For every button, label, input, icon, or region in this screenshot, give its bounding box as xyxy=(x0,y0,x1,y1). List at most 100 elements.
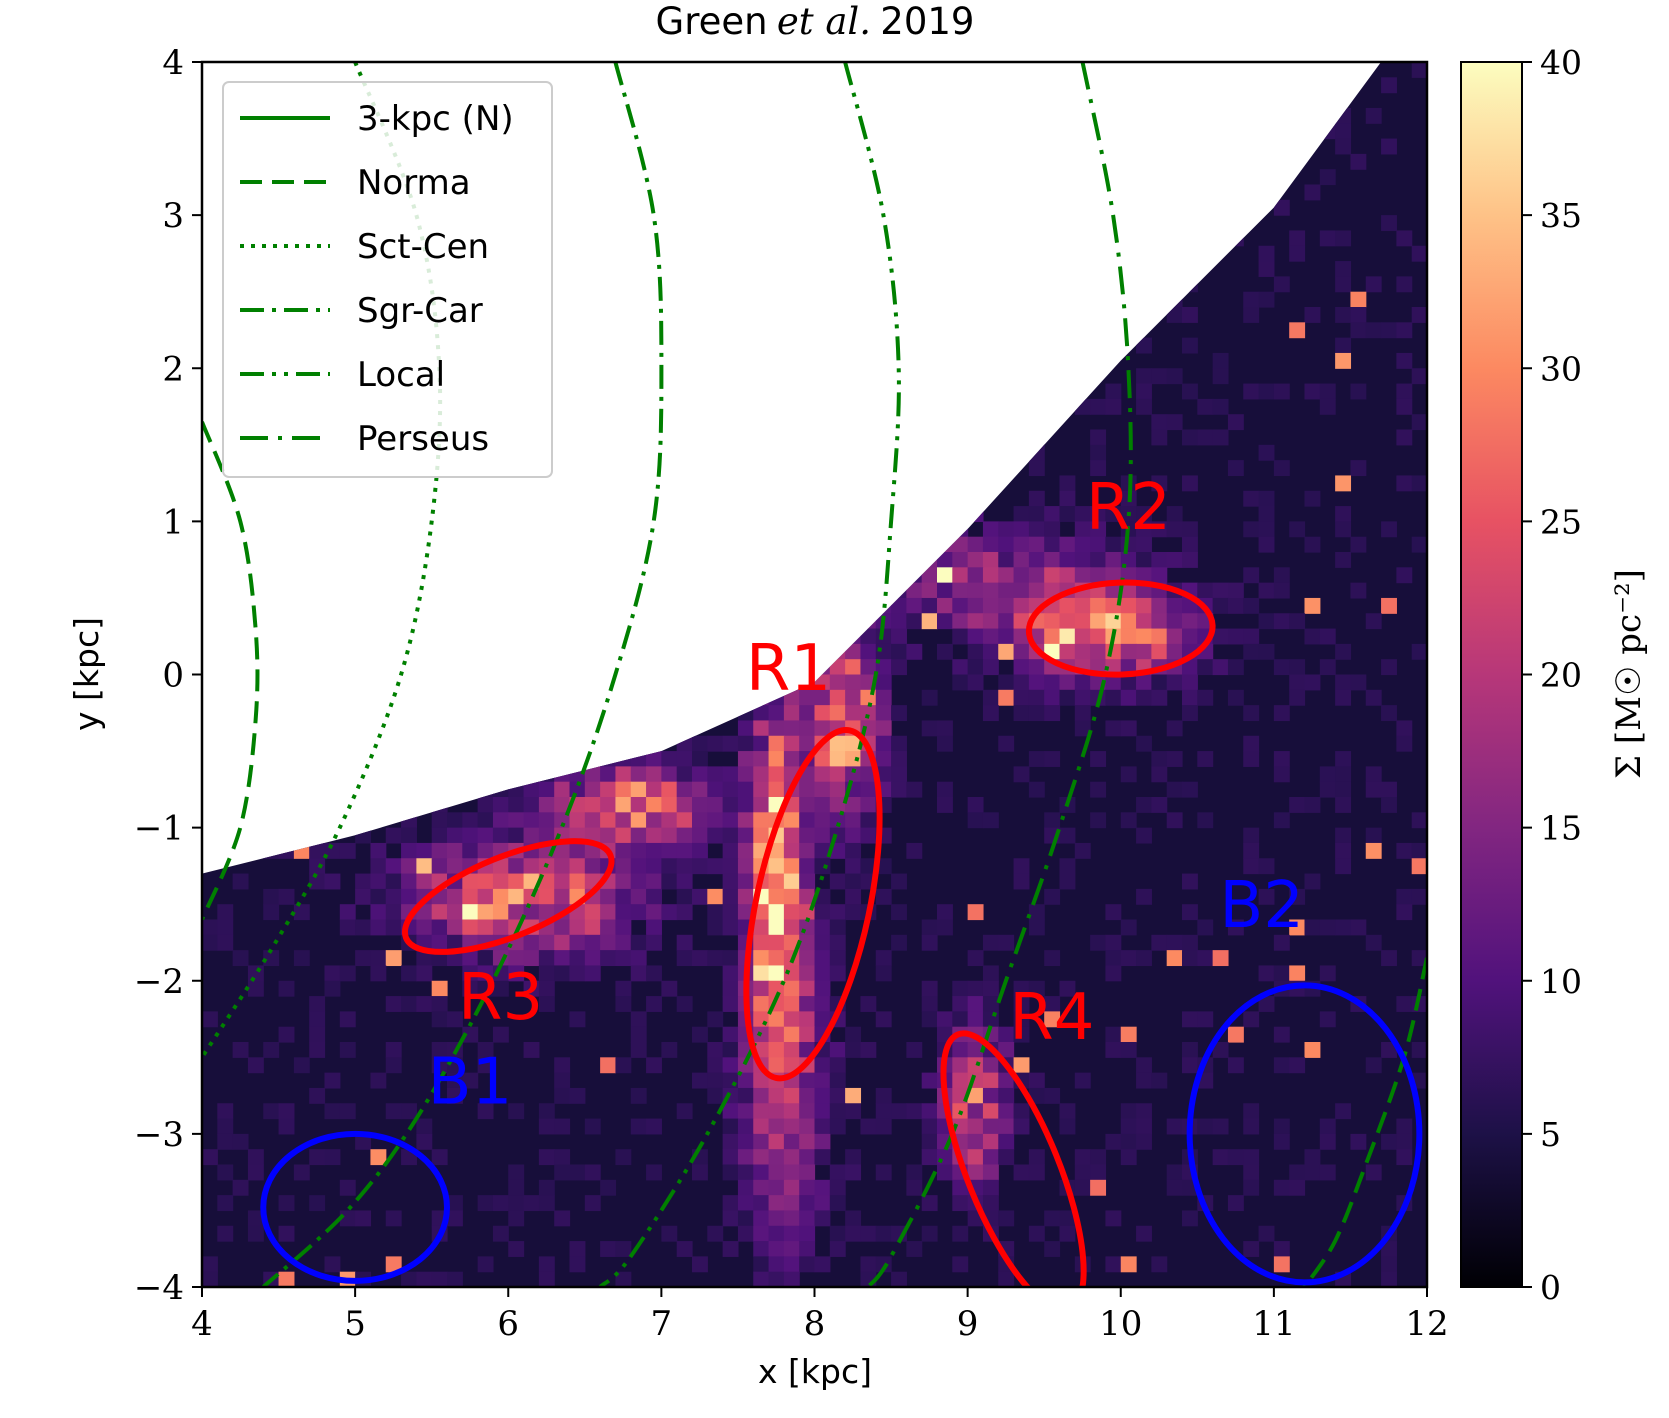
heatmap-cell xyxy=(309,842,326,859)
heatmap-cell xyxy=(1197,751,1214,767)
heatmap-cell xyxy=(523,934,540,951)
heatmap-cell xyxy=(1136,628,1152,645)
heatmap-cell xyxy=(339,919,356,936)
heatmap-cell xyxy=(1166,781,1183,798)
heatmap-cell xyxy=(1013,659,1030,676)
heatmap-cell xyxy=(676,797,693,813)
heatmap-cell xyxy=(538,934,555,951)
heatmap-cell xyxy=(309,1011,326,1028)
heatmap-cell xyxy=(952,1225,969,1242)
heatmap-cell xyxy=(737,1133,754,1150)
heatmap-cell xyxy=(232,873,249,890)
heatmap-cell xyxy=(829,751,846,767)
heatmap-cell xyxy=(1350,291,1367,308)
heatmap-cell xyxy=(799,781,816,798)
heatmap-cell xyxy=(891,613,907,630)
heatmap-cell xyxy=(952,628,969,645)
heatmap-cell xyxy=(1396,1149,1413,1166)
heatmap-cell xyxy=(1182,521,1198,538)
heatmap-cell xyxy=(753,1225,770,1242)
heatmap-cell xyxy=(339,1179,356,1196)
heatmap-cell xyxy=(1273,1057,1290,1074)
heatmap-cell xyxy=(1381,597,1397,614)
heatmap-cell xyxy=(1289,230,1306,247)
heatmap-cell xyxy=(845,751,862,767)
heatmap-cell xyxy=(309,1195,326,1212)
heatmap-cell xyxy=(982,1118,999,1135)
heatmap-cell xyxy=(1074,1149,1091,1166)
heatmap-cell xyxy=(523,827,540,844)
heatmap-cell xyxy=(1044,1210,1061,1227)
heatmap-cell xyxy=(814,1195,831,1212)
heatmap-cell xyxy=(1105,383,1122,400)
region-r3-ellipse xyxy=(401,838,615,955)
heatmap-cell xyxy=(1243,490,1260,507)
heatmap-cell xyxy=(1182,873,1198,890)
heatmap-cell xyxy=(1411,842,1427,859)
heatmap-cell xyxy=(722,1118,739,1135)
heatmap-cell xyxy=(692,735,708,752)
x-tick-label: 9 xyxy=(957,1304,979,1344)
heatmap-cell xyxy=(600,1057,617,1074)
heatmap-cell xyxy=(722,904,739,921)
heatmap-cell xyxy=(891,1271,907,1287)
heatmap-cell xyxy=(1151,674,1168,691)
heatmap-cell xyxy=(1212,1042,1229,1058)
legend-label: 3-kpc (N) xyxy=(357,99,514,139)
heatmap-cell xyxy=(1166,307,1183,323)
heatmap-cell xyxy=(1335,766,1352,783)
heatmap-cell xyxy=(1013,1118,1030,1135)
colorbar-gradient xyxy=(1460,61,1523,1288)
heatmap-cell xyxy=(1182,536,1198,553)
heatmap-cell xyxy=(1182,705,1198,722)
heatmap-cell xyxy=(692,797,708,813)
heatmap-cell xyxy=(707,766,724,783)
heatmap-cell xyxy=(814,1210,831,1227)
heatmap-cell xyxy=(1319,659,1336,676)
heatmap-cell xyxy=(692,781,708,798)
heatmap-cell xyxy=(584,1118,601,1135)
heatmap-cell xyxy=(952,536,969,553)
colorbar-tick-label: 30 xyxy=(1540,349,1582,388)
heatmap-cell xyxy=(1013,689,1030,706)
heatmap-cell xyxy=(1243,1149,1260,1166)
heatmap-cell xyxy=(799,812,816,829)
heatmap-cell xyxy=(232,1179,249,1196)
heatmap-cell xyxy=(416,1133,433,1150)
heatmap-cell xyxy=(1335,689,1352,706)
heatmap-cell xyxy=(1304,919,1321,936)
heatmap-cell xyxy=(523,980,540,997)
heatmap-cell xyxy=(1105,582,1122,599)
heatmap-cell xyxy=(339,904,356,921)
colorbar: 0 5 10 15 20 25 30 35 40 Σ [M☉ pc⁻²] xyxy=(1460,43,1649,1307)
heatmap-cell xyxy=(385,1210,402,1227)
heatmap-cell xyxy=(967,613,984,630)
heatmap-cell xyxy=(1182,475,1198,492)
heatmap-cell xyxy=(845,705,862,722)
heatmap-cell xyxy=(1304,383,1321,400)
heatmap-cell xyxy=(998,1026,1015,1043)
heatmap-cell xyxy=(921,1011,938,1028)
heatmap-cell xyxy=(1411,950,1427,967)
heatmap-cell xyxy=(1013,1011,1030,1028)
x-axis-label: x [kpc] xyxy=(758,1352,872,1391)
heatmap-cell xyxy=(1013,597,1030,614)
heatmap-cell xyxy=(646,781,662,798)
heatmap-cell xyxy=(1151,475,1168,492)
heatmap-cell xyxy=(554,1057,571,1074)
arm-norma-line xyxy=(202,421,260,921)
heatmap-cell xyxy=(1212,352,1229,369)
heatmap-cell xyxy=(492,827,509,844)
heatmap-cell xyxy=(1396,1133,1413,1150)
heatmap-cell xyxy=(523,950,540,967)
heatmap-cell xyxy=(799,1256,816,1273)
heatmap-cell xyxy=(860,797,877,813)
heatmap-cell xyxy=(1013,705,1030,722)
heatmap-cell xyxy=(1381,705,1397,722)
heatmap-cell xyxy=(247,1057,264,1074)
heatmap-cell xyxy=(875,1164,892,1181)
heatmap-cell xyxy=(1273,751,1290,767)
heatmap-cell xyxy=(1350,307,1367,323)
heatmap-cell xyxy=(1151,521,1168,538)
heatmap-cell xyxy=(768,950,785,967)
